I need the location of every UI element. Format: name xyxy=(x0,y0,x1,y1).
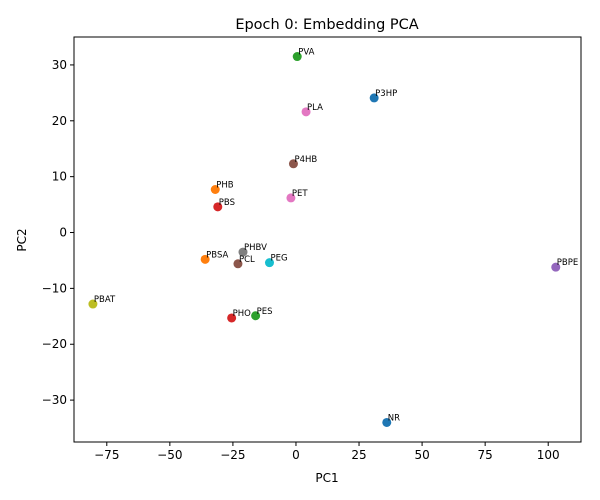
point-label-p3hp: P3HP xyxy=(375,89,397,99)
y-tick-label: 0 xyxy=(59,226,67,240)
point-pes xyxy=(251,311,261,321)
point-pbat xyxy=(88,299,98,309)
y-tick-label: −30 xyxy=(42,393,67,407)
x-tick-label: −75 xyxy=(94,448,119,462)
x-tick-label: −50 xyxy=(157,448,182,462)
point-pva xyxy=(292,52,302,62)
point-label-pbsa: PBSA xyxy=(206,250,228,260)
point-pcl xyxy=(233,259,243,269)
x-axis: −75 −50 −25 0 25 50 75 100 xyxy=(94,442,560,462)
y-axis: −30 −20 −10 0 10 20 30 xyxy=(42,58,74,407)
data-points: PVA P3HP PLA P4HB PHB PET PBS PHBV PBSA PEG PCL PBP… xyxy=(88,48,578,427)
point-label-pla: PLA xyxy=(307,103,323,113)
y-tick-label: −20 xyxy=(42,337,67,351)
point-label-nr: NR xyxy=(388,413,400,423)
point-peg xyxy=(264,258,274,268)
point-pbsa xyxy=(200,254,210,264)
point-phb xyxy=(210,185,220,195)
point-label-pcl: PCL xyxy=(239,255,255,265)
point-pbs xyxy=(213,202,223,212)
point-pla xyxy=(301,107,311,117)
point-pbpe xyxy=(551,262,561,272)
point-label-phb: PHB xyxy=(216,181,234,191)
x-tick-label: 75 xyxy=(478,448,493,462)
x-tick-label: −25 xyxy=(220,448,245,462)
x-axis-title: PC1 xyxy=(315,471,338,485)
y-tick-label: 30 xyxy=(52,58,67,72)
point-label-pes: PES xyxy=(257,307,273,317)
point-label-pbpe: PBPE xyxy=(557,258,578,268)
point-pho xyxy=(227,313,237,323)
y-axis-title: PC2 xyxy=(15,228,29,251)
y-tick-label: 20 xyxy=(52,114,67,128)
point-label-pbat: PBAT xyxy=(94,295,116,305)
point-pet xyxy=(286,193,296,203)
point-p4hb xyxy=(288,159,298,169)
point-label-phbv: PHBV xyxy=(244,243,267,253)
y-tick-label: 10 xyxy=(52,170,67,184)
x-tick-label: 50 xyxy=(414,448,429,462)
point-label-pet: PET xyxy=(292,189,308,199)
point-label-p4hb: P4HB xyxy=(294,155,317,165)
x-tick-label: 100 xyxy=(537,448,560,462)
point-label-pho: PHO xyxy=(233,309,252,319)
point-nr xyxy=(382,417,392,427)
plot-area xyxy=(73,36,582,443)
x-tick-label: 25 xyxy=(351,448,366,462)
y-tick-label: −10 xyxy=(42,281,67,295)
point-label-pbs: PBS xyxy=(219,198,235,208)
point-label-peg: PEG xyxy=(270,254,287,264)
point-p3hp xyxy=(369,93,379,103)
x-tick-label: 0 xyxy=(292,448,300,462)
chart-title: Epoch 0: Embedding PCA xyxy=(235,17,418,33)
point-label-pva: PVA xyxy=(298,48,314,58)
point-phbv xyxy=(238,247,248,257)
